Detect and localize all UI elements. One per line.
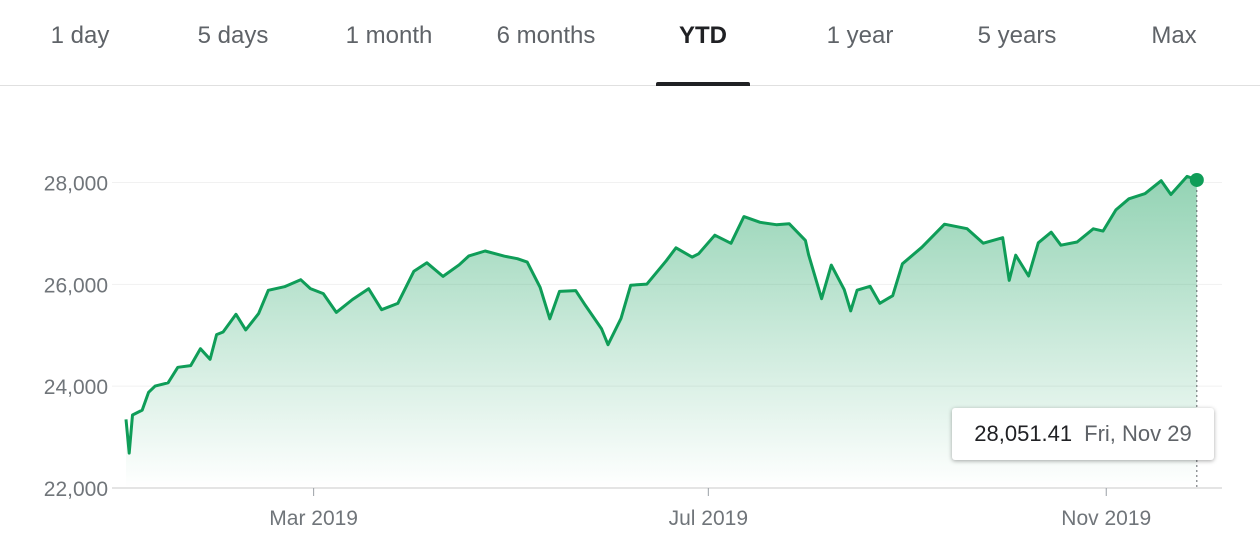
- y-tick-label: 28,000: [44, 173, 108, 196]
- tooltip-date: Fri, Nov 29: [1084, 421, 1192, 446]
- y-tick-label: 24,000: [44, 376, 108, 399]
- tab-5-years[interactable]: 5 years: [977, 22, 1057, 49]
- tab-5-days[interactable]: 5 days: [197, 22, 269, 49]
- tab-1-day[interactable]: 1 day: [50, 22, 110, 49]
- tab-1-month[interactable]: 1 month: [345, 22, 433, 49]
- last-point-marker: [1189, 172, 1204, 187]
- tab-ytd[interactable]: YTD: [679, 22, 727, 49]
- range-tabs: 1 day 5 days 1 month 6 months YTD 1 year…: [0, 0, 1260, 86]
- y-tick-label: 26,000: [44, 274, 108, 297]
- price-chart[interactable]: 22,000 24,000 26,000 28,000 Mar 2019 Jul 201…: [0, 86, 1260, 554]
- tab-1-year[interactable]: 1 year: [826, 22, 894, 49]
- price-tooltip: 28,051.41 Fri, Nov 29: [952, 408, 1214, 460]
- x-axis: Mar 2019 Jul 2019 Nov 2019: [269, 488, 1151, 530]
- tab-6-months[interactable]: 6 months: [496, 22, 596, 49]
- tab-max[interactable]: Max: [1151, 22, 1197, 49]
- active-tab-indicator: [656, 82, 750, 86]
- tooltip-value: 28,051.41: [974, 421, 1073, 446]
- price-line: [124, 174, 1198, 455]
- x-tick-label: Nov 2019: [1061, 507, 1151, 530]
- x-tick-label: Jul 2019: [669, 507, 748, 530]
- price-area: [126, 176, 1197, 488]
- y-axis: 22,000 24,000 26,000 28,000: [44, 173, 108, 501]
- x-tick-label: Mar 2019: [269, 507, 358, 530]
- y-tick-label: 22,000: [44, 478, 108, 501]
